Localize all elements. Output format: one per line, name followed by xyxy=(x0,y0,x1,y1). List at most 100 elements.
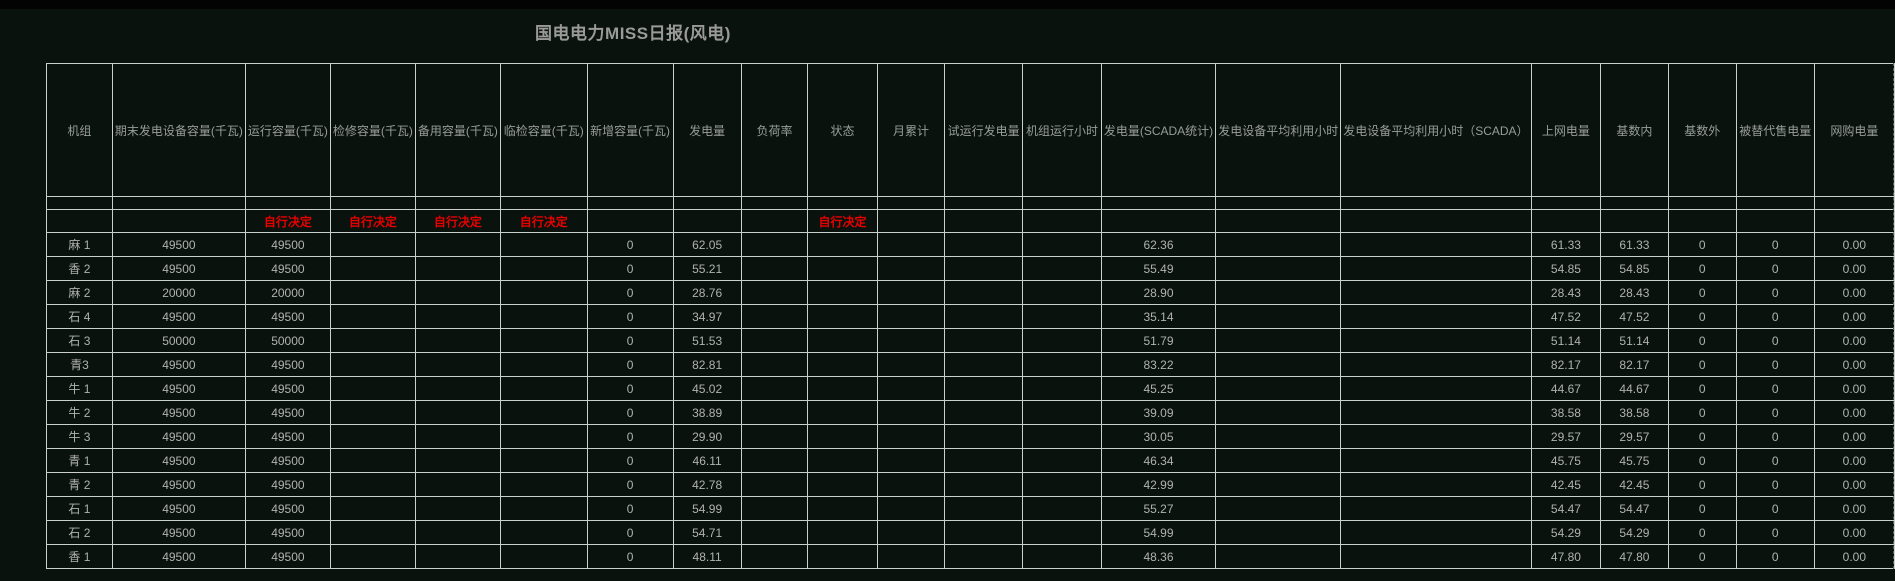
value-cell-load-rate xyxy=(740,328,809,353)
value-cell-trial-generation xyxy=(944,424,1024,449)
empty-cell-generation-scada xyxy=(1100,209,1217,233)
value-cell-base-in: 28.43 xyxy=(1600,280,1669,305)
value-cell-status xyxy=(807,352,878,377)
value-cell-temp-overhaul-capacity xyxy=(499,400,588,425)
value-cell-end-capacity: 49500 xyxy=(111,520,246,545)
column-header-end-capacity: 期末发电设备容量(千瓦) xyxy=(111,63,246,197)
unit-row: 麻 1 49500 49500 0 62.05 62.36 61.33 61.33 0 0 0.00 xyxy=(46,232,1895,257)
unit-name-cell: 石 2 xyxy=(46,520,113,545)
empty-cell-new-capacity xyxy=(586,209,674,233)
value-cell-ongrid-energy: 54.29 xyxy=(1530,520,1602,545)
value-cell-load-rate xyxy=(740,520,809,545)
value-cell-avg-use-hours xyxy=(1215,472,1342,497)
value-cell-avg-use-hours-scada xyxy=(1340,400,1532,425)
value-cell-avg-use-hours-scada xyxy=(1340,496,1532,521)
value-cell-base-in: 45.75 xyxy=(1600,448,1669,473)
value-cell-avg-use-hours xyxy=(1215,352,1342,377)
value-cell-trial-generation xyxy=(944,544,1024,569)
value-cell-base-out: 0 xyxy=(1667,496,1737,521)
unit-name-cell: 青 1 xyxy=(46,448,113,473)
value-cell-base-out: 0 xyxy=(1667,472,1737,497)
value-cell-end-capacity: 49500 xyxy=(111,304,246,329)
value-cell-avg-use-hours-scada xyxy=(1340,472,1532,497)
spacer-cell-overhaul-capacity xyxy=(329,196,416,210)
value-cell-generation-scada: 48.36 xyxy=(1100,544,1217,569)
column-header-generation-scada: 发电量(SCADA统计) xyxy=(1100,63,1217,197)
value-cell-end-capacity: 49500 xyxy=(111,352,246,377)
value-cell-base-in: 54.47 xyxy=(1600,496,1669,521)
value-cell-new-capacity: 0 xyxy=(586,424,674,449)
self-decide-row: 自行决定 自行决定 自行决定 自行决定 自行决定 xyxy=(46,209,1895,233)
column-header-base-out: 基数外 xyxy=(1667,63,1737,197)
value-cell-run-capacity: 49500 xyxy=(244,232,331,257)
value-cell-replaced-energy: 0 xyxy=(1735,400,1815,425)
value-cell-base-in: 61.33 xyxy=(1600,232,1669,257)
value-cell-run-capacity: 49500 xyxy=(244,304,331,329)
value-cell-trial-generation xyxy=(944,520,1024,545)
value-cell-new-capacity: 0 xyxy=(586,256,674,281)
value-cell-generation: 29.90 xyxy=(672,424,742,449)
value-cell-avg-use-hours xyxy=(1215,544,1342,569)
column-header-overhaul-capacity: 检修容量(千瓦) xyxy=(329,63,416,197)
value-cell-ongrid-energy: 54.85 xyxy=(1530,256,1602,281)
value-cell-overhaul-capacity xyxy=(329,352,416,377)
column-header-base-in: 基数内 xyxy=(1600,63,1669,197)
unit-row: 香 2 49500 49500 0 55.21 55.49 54.85 54.85 0 0 0.00 xyxy=(46,256,1895,281)
value-cell-unit-run-hours xyxy=(1022,352,1102,377)
unit-name-cell: 牛 1 xyxy=(46,376,113,401)
value-cell-overhaul-capacity xyxy=(329,400,416,425)
value-cell-standby-capacity xyxy=(414,376,501,401)
value-cell-load-rate xyxy=(740,544,809,569)
column-header-new-capacity: 新增容量(千瓦) xyxy=(586,63,674,197)
value-cell-ongrid-energy: 54.47 xyxy=(1530,496,1602,521)
spacer-cell-standby-capacity xyxy=(414,196,501,210)
value-cell-overhaul-capacity xyxy=(329,544,416,569)
value-cell-trial-generation xyxy=(944,472,1024,497)
value-cell-run-capacity: 49500 xyxy=(244,496,331,521)
value-cell-temp-overhaul-capacity xyxy=(499,520,588,545)
column-header-unit-run-hours: 机组运行小时 xyxy=(1022,63,1102,197)
value-cell-unit-run-hours xyxy=(1022,472,1102,497)
value-cell-month-total xyxy=(876,400,946,425)
empty-cell-unit-run-hours xyxy=(1022,209,1102,233)
value-cell-new-capacity: 0 xyxy=(586,400,674,425)
value-cell-avg-use-hours-scada xyxy=(1340,424,1532,449)
spacer-row xyxy=(46,196,1895,210)
value-cell-generation-scada: 46.34 xyxy=(1100,448,1217,473)
value-cell-avg-use-hours xyxy=(1215,256,1342,281)
unit-name-cell: 青3 xyxy=(46,352,113,377)
value-cell-standby-capacity xyxy=(414,400,501,425)
column-header-run-capacity: 运行容量(千瓦) xyxy=(244,63,331,197)
value-cell-ongrid-energy: 47.52 xyxy=(1530,304,1602,329)
value-cell-end-capacity: 49500 xyxy=(111,448,246,473)
value-cell-avg-use-hours xyxy=(1215,304,1342,329)
value-cell-replaced-energy: 0 xyxy=(1735,256,1815,281)
value-cell-end-capacity: 49500 xyxy=(111,544,246,569)
value-cell-temp-overhaul-capacity xyxy=(499,376,588,401)
empty-cell-end-capacity xyxy=(111,209,246,233)
value-cell-run-capacity: 50000 xyxy=(244,328,331,353)
value-cell-purchase-energy: 0.00 xyxy=(1813,376,1895,401)
value-cell-overhaul-capacity xyxy=(329,304,416,329)
value-cell-avg-use-hours xyxy=(1215,328,1342,353)
value-cell-status xyxy=(807,424,878,449)
unit-name-cell: 麻 1 xyxy=(46,232,113,257)
value-cell-load-rate xyxy=(740,448,809,473)
value-cell-standby-capacity xyxy=(414,232,501,257)
unit-name-cell: 牛 2 xyxy=(46,400,113,425)
value-cell-purchase-energy: 0.00 xyxy=(1813,544,1895,569)
value-cell-new-capacity: 0 xyxy=(586,448,674,473)
unit-name-cell: 石 1 xyxy=(46,496,113,521)
value-cell-unit-run-hours xyxy=(1022,544,1102,569)
unit-name-cell: 石 3 xyxy=(46,328,113,353)
unit-row: 青 1 49500 49500 0 46.11 46.34 45.75 45.75 0 0 0.00 xyxy=(46,448,1895,473)
value-cell-end-capacity: 49500 xyxy=(111,232,246,257)
column-header-standby-capacity: 备用容量(千瓦) xyxy=(414,63,501,197)
column-header-trial-generation: 试运行发电量 xyxy=(944,63,1024,197)
unit-name-cell: 麻 2 xyxy=(46,280,113,305)
value-cell-unit-run-hours xyxy=(1022,232,1102,257)
value-cell-avg-use-hours xyxy=(1215,232,1342,257)
unit-row: 麻 2 20000 20000 0 28.76 28.90 28.43 28.43 0 0 0.00 xyxy=(46,280,1895,305)
value-cell-ongrid-energy: 44.67 xyxy=(1530,376,1602,401)
